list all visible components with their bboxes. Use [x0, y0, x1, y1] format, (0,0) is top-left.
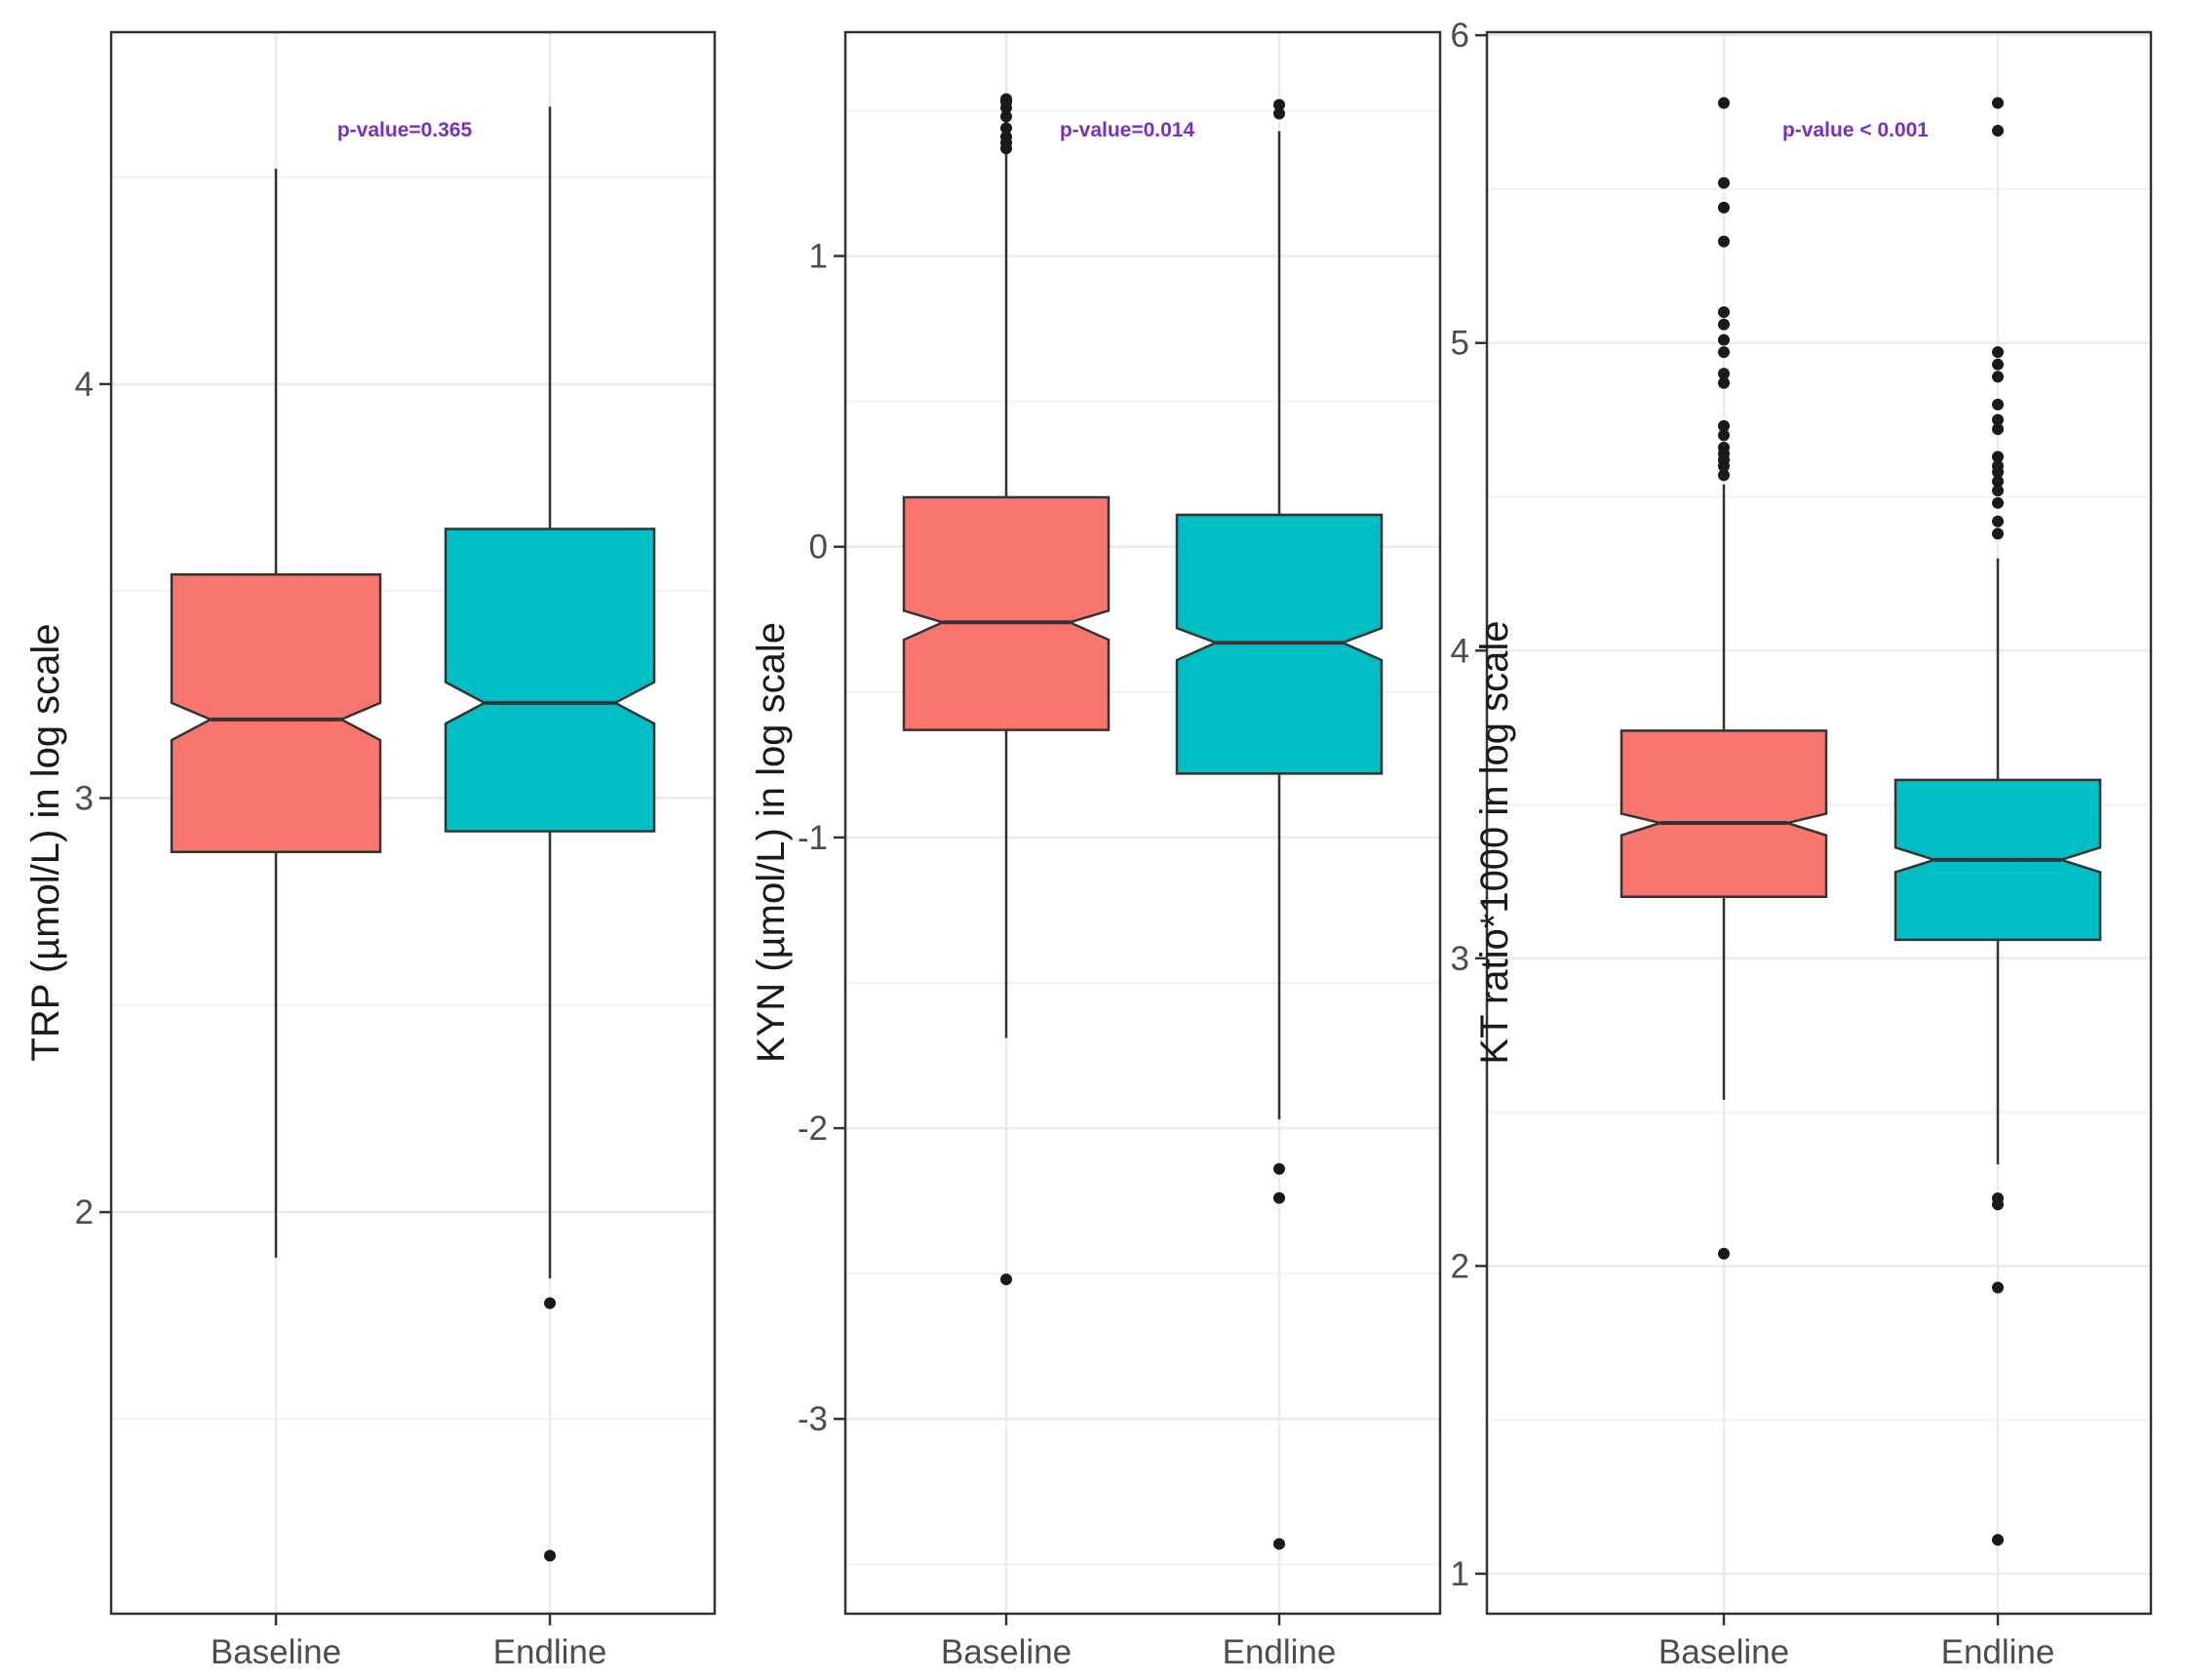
x-tick-label: Baseline — [1659, 1633, 1789, 1671]
y-tick-label: 0 — [809, 528, 828, 567]
panel-border — [1485, 30, 2153, 1616]
outlier-point — [1718, 419, 1730, 432]
y-tick-label: -1 — [798, 819, 828, 857]
y-axis-title: KYN (µmol/L) in log scale — [750, 622, 793, 1063]
outlier-point — [1000, 110, 1012, 123]
outlier-point — [1718, 235, 1730, 248]
outlier-point — [1992, 485, 2004, 497]
y-tick-label: 2 — [1451, 1247, 1469, 1285]
outlier-point — [1992, 413, 2004, 426]
x-tick-label: Baseline — [941, 1633, 1072, 1671]
outlier-point — [1718, 442, 1730, 454]
y-tick-label: 6 — [1451, 17, 1469, 55]
outlier-point — [1000, 1273, 1012, 1286]
box-body — [1620, 729, 1828, 898]
panel-border — [109, 30, 717, 1616]
y-axis-title: KT ratio*1000 in log scale — [1473, 620, 1516, 1064]
outlier-point — [1992, 475, 2004, 488]
box-baseline — [902, 93, 1111, 1286]
outlier-point — [1000, 131, 1012, 143]
outlier-point — [1992, 1281, 2004, 1294]
outlier-point — [1273, 1538, 1285, 1550]
panel-2: -3 -2 -1 0 1 Baseline Endline KYN (µmol/L) in l… — [750, 30, 1442, 1671]
outlier-point — [1992, 1534, 2004, 1546]
y-tick-label: 4 — [75, 366, 94, 404]
y-tick-label: -3 — [798, 1400, 828, 1438]
x-tick-label: Endline — [1941, 1633, 2055, 1671]
outlier-point — [1992, 124, 2004, 137]
y-axis-title: TRP (µmol/L) in log scale — [24, 623, 67, 1061]
y-tick-label: 1 — [809, 238, 828, 276]
outlier-point — [1718, 368, 1730, 380]
outlier-point — [1992, 371, 2004, 383]
panel-3: 1 2 3 4 5 6 Baseline Endline KT ratio*1000 in lo… — [1451, 17, 2153, 1671]
outlier-point — [1992, 1192, 2004, 1204]
outlier-point — [1273, 98, 1285, 111]
outlier-point — [1992, 358, 2004, 371]
panel-border — [843, 30, 1442, 1616]
y-tick-label: 3 — [75, 780, 94, 818]
box-endline — [1175, 98, 1384, 1550]
outlier-point — [1992, 459, 2004, 472]
box-body — [444, 527, 656, 833]
outlier-point — [1718, 346, 1730, 359]
y-tick-label: -2 — [798, 1110, 828, 1148]
outlier-point — [1718, 306, 1730, 319]
y-tick-label: 3 — [1451, 940, 1469, 978]
outlier-point — [1992, 515, 2004, 527]
outlier-point — [1992, 398, 2004, 410]
outlier-point — [1718, 176, 1730, 189]
outlier-point — [1718, 318, 1730, 331]
x-tick-label: Baseline — [211, 1633, 341, 1671]
p-value-annotation: p-value=0.365 — [337, 119, 473, 141]
outlier-point — [1718, 201, 1730, 214]
panel-1: 2 3 4 Baseline Endline TRP (µmol/L) in log sc… — [24, 30, 717, 1671]
x-tick-label: Endline — [493, 1633, 607, 1671]
outlier-point — [1992, 97, 2004, 109]
box-baseline — [170, 169, 382, 1258]
outlier-point — [1718, 97, 1730, 109]
outlier-point — [1000, 122, 1012, 135]
box-body — [902, 495, 1111, 731]
outlier-point — [544, 1549, 556, 1562]
y-tick-label: 5 — [1451, 325, 1469, 363]
p-value-annotation: p-value < 0.001 — [1782, 119, 1929, 141]
outlier-point — [1718, 376, 1730, 389]
outlier-point — [1718, 333, 1730, 346]
outlier-point — [1992, 423, 2004, 436]
y-tick-label: 4 — [1451, 632, 1469, 670]
p-value-annotation: p-value=0.014 — [1060, 119, 1195, 141]
y-tick-label: 2 — [75, 1193, 94, 1231]
outlier-point — [1273, 1192, 1285, 1204]
outlier-point — [1718, 1247, 1730, 1260]
outlier-point — [1992, 496, 2004, 509]
outlier-point — [544, 1297, 556, 1309]
y-tick-label: 1 — [1451, 1555, 1469, 1593]
outlier-point — [1000, 93, 1012, 105]
box-endline — [1893, 97, 2102, 1546]
outlier-point — [1992, 527, 2004, 540]
box-endline — [444, 106, 656, 1562]
box-baseline — [1620, 97, 1828, 1260]
outlier-point — [1718, 429, 1730, 442]
outlier-point — [1992, 346, 2004, 359]
outlier-point — [1992, 450, 2004, 463]
outlier-point — [1273, 107, 1285, 120]
x-tick-label: Endline — [1223, 1633, 1337, 1671]
box-body — [170, 572, 382, 853]
outlier-point — [1273, 1162, 1285, 1175]
outlier-point — [1718, 469, 1730, 482]
